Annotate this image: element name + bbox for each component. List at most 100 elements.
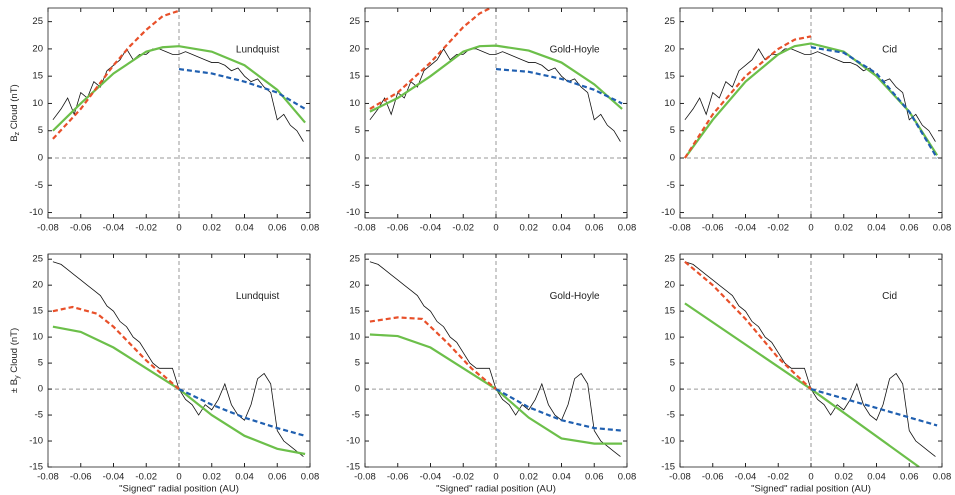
y-tick-label: 15 [664,306,675,317]
y-tick-label: 0 [670,384,675,395]
x-tick-label: 0.06 [900,223,919,234]
panel-title: Gold-Hoyle [550,45,600,56]
x-tick-label: 0.08 [301,472,320,483]
y-tick-label: 0 [38,384,43,395]
y-tick-label: -5 [667,180,675,191]
x-tick-label: 0.06 [585,472,604,483]
y-tick-label: -5 [352,410,360,421]
x-tick-label: 0.02 [520,472,539,483]
y-axis-label-rest: Cloud (nT) [9,328,20,376]
x-tick-label: -0.02 [767,472,789,483]
y-tick-label: 5 [670,358,675,369]
x-tick-label: 0.02 [203,472,222,483]
y-tick-label: 10 [32,332,43,343]
y-tick-label: -10 [346,436,360,447]
x-tick-label: -0.06 [702,223,724,234]
x-tick-label: 0.02 [835,223,854,234]
y-tick-label: 20 [664,43,675,54]
y-tick-label: 10 [349,98,360,109]
panel-title: Cid [882,45,897,56]
x-tick-label: -0.08 [354,223,376,234]
panel-title: Lundquist [236,291,280,302]
x-tick-label: 0.06 [900,472,919,483]
y-tick-label: 5 [355,358,360,369]
y-tick-label: 20 [32,43,43,54]
x-tick-label: -0.04 [420,223,442,234]
x-tick-label: -0.08 [37,472,59,483]
y-tick-label: 20 [664,280,675,291]
y-tick-label: 15 [32,71,43,82]
x-tick-label: -0.02 [452,223,474,234]
series-line [52,9,180,140]
x-tick-label: -0.08 [37,223,59,234]
x-tick-label: 0.06 [585,223,604,234]
x-axis-label: "Signed" radial position (AU) [436,484,556,495]
x-tick-label: -0.08 [354,472,376,483]
series-line [178,67,306,110]
x-axis-label: "Signed" radial position (AU) [751,484,871,495]
x-tick-label: 0.08 [933,472,952,483]
y-tick-label: 0 [38,153,43,164]
x-tick-label: -0.04 [735,223,757,234]
y-tick-label: 10 [32,98,43,109]
y-axis-label-sub: y [14,375,21,379]
series-line [52,305,180,390]
y-tick-label: 20 [32,280,43,291]
series-line [369,48,621,142]
x-tick-label: 0 [176,472,181,483]
y-tick-label: -5 [35,410,43,421]
y-tick-label: 5 [355,125,360,136]
y-axis-label-main: ± B [9,379,20,393]
series-line [684,302,920,467]
series-line [810,46,939,159]
x-tick-label: 0 [176,223,181,234]
x-tick-label: 0.08 [618,472,637,483]
x-tick-label: -0.04 [103,223,125,234]
y-tick-label: 15 [32,306,43,317]
y-tick-label: 0 [670,153,675,164]
series-line [495,67,623,105]
x-tick-label: 0 [493,223,498,234]
x-tick-label: 0.04 [867,223,886,234]
series-line [684,261,936,457]
y-tick-label: -15 [346,462,360,473]
x-tick-label: 0.04 [867,472,886,483]
x-tick-label: -0.06 [387,472,409,483]
x-tick-label: -0.06 [70,472,92,483]
x-tick-label: 0.02 [520,223,539,234]
series-line [369,8,493,110]
series-line [683,35,812,159]
y-tick-label: 0 [355,384,360,395]
y-tick-label: 25 [664,254,675,265]
y-tick-label: -10 [346,207,360,218]
y-tick-label: -5 [352,180,360,191]
x-tick-label: 0.04 [235,223,254,234]
y-tick-label: 25 [349,16,360,27]
y-tick-label: 25 [349,254,360,265]
x-tick-label: 0.06 [268,223,287,234]
x-tick-label: -0.08 [669,223,691,234]
x-tick-label: 0.08 [933,223,952,234]
y-axis-label-sub: z [14,131,21,135]
y-tick-label: -5 [667,410,675,421]
x-tick-label: -0.08 [669,472,691,483]
y-tick-label: 10 [664,98,675,109]
series-line [369,44,623,113]
y-tick-label: -10 [661,436,675,447]
x-tick-label: -0.04 [420,472,442,483]
x-tick-label: 0.04 [235,472,254,483]
y-tick-label: 10 [664,332,675,343]
x-tick-label: -0.06 [387,223,409,234]
y-tick-label: -10 [29,207,43,218]
panel-title: Cid [882,291,897,302]
y-tick-label: -10 [661,207,675,218]
x-tick-label: -0.04 [103,472,125,483]
y-tick-label: -15 [29,462,43,473]
y-tick-label: 15 [349,306,360,317]
x-tick-label: 0 [808,472,813,483]
series-line [684,260,812,390]
y-tick-label: 25 [664,16,675,27]
x-tick-label: -0.06 [70,223,92,234]
y-tick-label: 0 [355,153,360,164]
y-axis-label-main: B [9,135,20,141]
